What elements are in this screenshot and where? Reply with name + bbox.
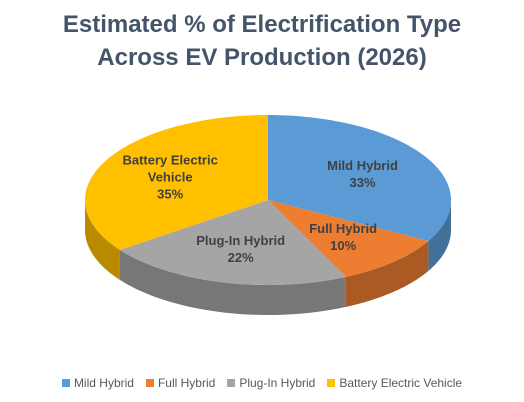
data-label-name: Plug-In Hybrid	[196, 233, 286, 249]
data-label: Mild Hybrid 33%	[305, 157, 421, 191]
data-label-value: 22%	[227, 250, 254, 266]
legend-item: Full Hybrid	[145, 376, 216, 390]
slice	[268, 200, 429, 277]
slice-side	[345, 240, 429, 307]
slice-side	[119, 249, 346, 315]
legend-label: Battery Electric Vehicle	[339, 376, 463, 390]
legend-swatch	[227, 379, 236, 387]
legend-item: Plug-In Hybrid	[227, 376, 315, 390]
legend-label: Full Hybrid	[157, 376, 216, 390]
data-label: Full Hybrid 10%	[285, 220, 401, 254]
legend: Mild Hybrid Full Hybrid Plug-In Hybrid Batt…	[0, 376, 524, 390]
legend-item: Mild Hybrid	[61, 376, 134, 390]
legend-label: Plug-In Hybrid	[239, 376, 316, 390]
slice	[268, 115, 451, 241]
data-label-value: 35%	[157, 186, 184, 202]
legend-swatch	[327, 379, 336, 387]
data-label-name: Full Hybrid	[309, 221, 378, 237]
data-label: Plug-In Hybrid 22%	[183, 232, 299, 266]
legend-item: Battery Electric Vehicle	[327, 376, 462, 390]
legend-swatch	[61, 379, 70, 387]
data-label-name: Mild Hybrid	[327, 158, 398, 174]
slice	[85, 115, 268, 250]
chart-title: Estimated % of Electrification Type Acro…	[62, 11, 462, 71]
slice	[119, 200, 346, 285]
legend-swatch	[145, 379, 154, 387]
data-label-value: 33%	[349, 175, 376, 191]
slice-side	[428, 200, 451, 271]
slice-side	[85, 200, 120, 280]
data-label: Battery Electric Vehicle 35%	[112, 151, 228, 202]
data-label-name: Battery Electric Vehicle	[122, 152, 218, 185]
legend-label: Mild Hybrid	[73, 376, 134, 390]
data-label-value: 10%	[330, 238, 357, 254]
